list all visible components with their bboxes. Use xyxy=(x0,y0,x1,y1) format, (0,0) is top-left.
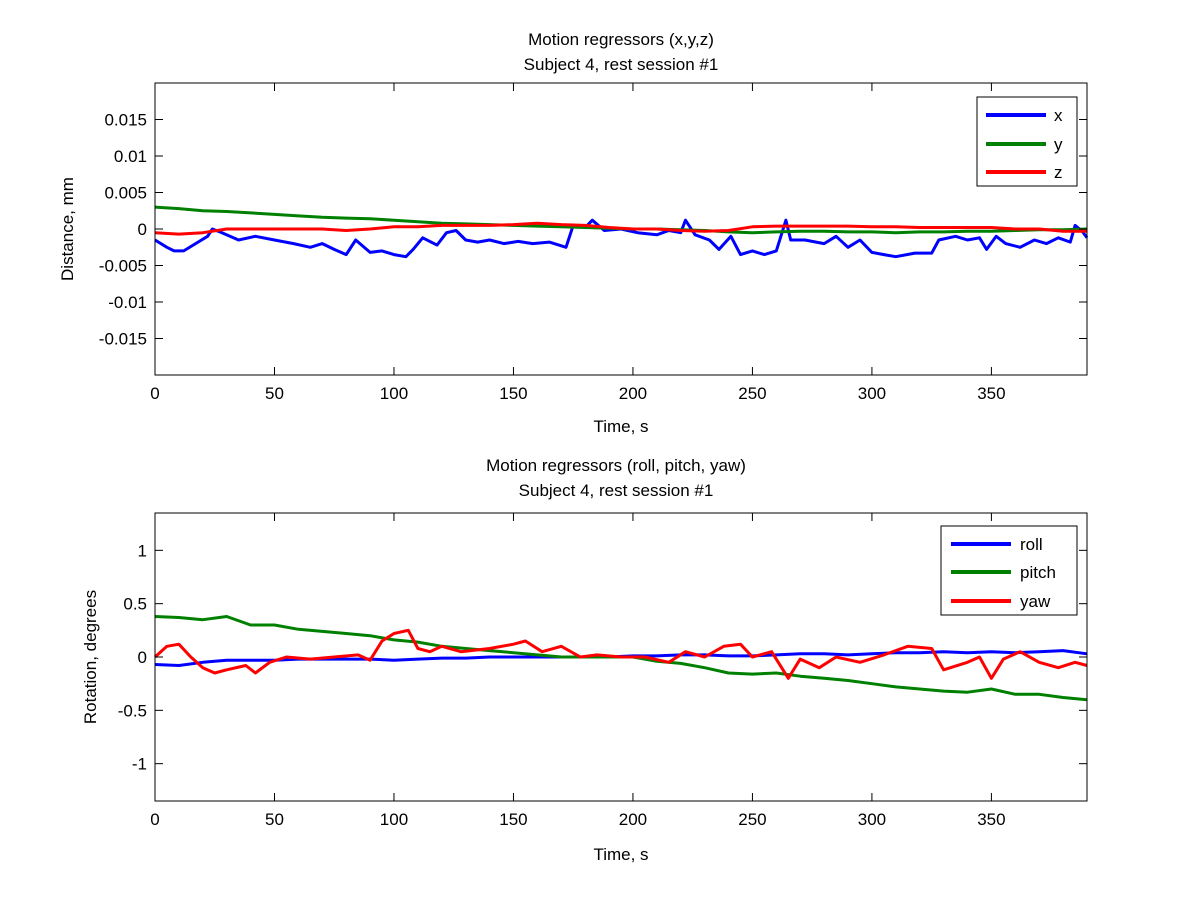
legend-label-pitch: pitch xyxy=(1020,563,1056,582)
y-tick-label: 0.005 xyxy=(104,184,147,203)
series-group xyxy=(154,205,1089,259)
x-tick-label: 300 xyxy=(858,810,886,829)
x-tick-label: 150 xyxy=(499,810,527,829)
x-tick-label: 100 xyxy=(380,384,408,403)
y-axis-label: Distance, mm xyxy=(58,177,77,281)
x-tick-label: 350 xyxy=(977,384,1005,403)
x-tick-label: 150 xyxy=(499,384,527,403)
tick-group: 0 50 100 150 200 250 300 350 -1 -0.5 0 0.5 1 xyxy=(118,513,1087,829)
chart-title: Motion regressors (roll, pitch, yaw) xyxy=(486,456,746,475)
x-tick-label: 0 xyxy=(150,810,159,829)
x-tick-label: 50 xyxy=(265,810,284,829)
x-tick-label: 300 xyxy=(858,384,886,403)
legend-label-y: y xyxy=(1054,135,1063,154)
series-line-x xyxy=(154,218,1089,259)
y-tick-label: -0.5 xyxy=(118,701,147,720)
y-tick-label: -0.005 xyxy=(99,257,147,276)
legend: x y z xyxy=(976,96,1078,187)
x-tick-label: 50 xyxy=(265,384,284,403)
x-tick-label: 250 xyxy=(738,810,766,829)
y-tick-label: -0.01 xyxy=(108,293,147,312)
y-tick-label: -0.015 xyxy=(99,330,147,349)
series-line-z xyxy=(154,221,1087,236)
legend-label-x: x xyxy=(1054,106,1063,125)
y-tick-label: 0.01 xyxy=(114,147,147,166)
y-tick-label: 1 xyxy=(138,541,147,560)
legend-label-roll: roll xyxy=(1020,535,1043,554)
subplot-xyz: Motion regressors (x,y,z) Subject 4, res… xyxy=(58,30,1089,436)
y-axis-label: Rotation, degrees xyxy=(81,590,100,724)
x-tick-label: 250 xyxy=(738,384,766,403)
x-axis-label: Time, s xyxy=(593,417,648,436)
y-tick-label: 0.5 xyxy=(123,595,147,614)
y-tick-label: 0 xyxy=(138,648,147,667)
series-line-yaw xyxy=(153,628,1088,680)
legend-label-yaw: yaw xyxy=(1020,592,1051,611)
y-tick-label: 0 xyxy=(138,220,147,239)
x-tick-label: 200 xyxy=(619,810,647,829)
subplot-roll-pitch-yaw: Motion regressors (roll, pitch, yaw) Sub… xyxy=(81,456,1088,864)
tick-group: 0 50 100 150 200 250 300 350 -0.015 -0.01 -0.005 0 0… xyxy=(99,83,1087,403)
chart-title: Motion regressors (x,y,z) xyxy=(528,30,714,49)
x-tick-label: 0 xyxy=(150,384,159,403)
chart-subtitle: Subject 4, rest session #1 xyxy=(524,55,719,74)
x-tick-label: 350 xyxy=(977,810,1005,829)
chart-subtitle: Subject 4, rest session #1 xyxy=(519,481,714,500)
legend-label-z: z xyxy=(1054,163,1063,182)
x-axis-label: Time, s xyxy=(593,845,648,864)
x-tick-label: 200 xyxy=(619,384,647,403)
series-group xyxy=(153,615,1088,702)
x-tick-label: 100 xyxy=(380,810,408,829)
legend: roll pitch yaw xyxy=(940,525,1078,616)
y-tick-label: 0.015 xyxy=(104,111,147,130)
y-tick-label: -1 xyxy=(132,755,147,774)
